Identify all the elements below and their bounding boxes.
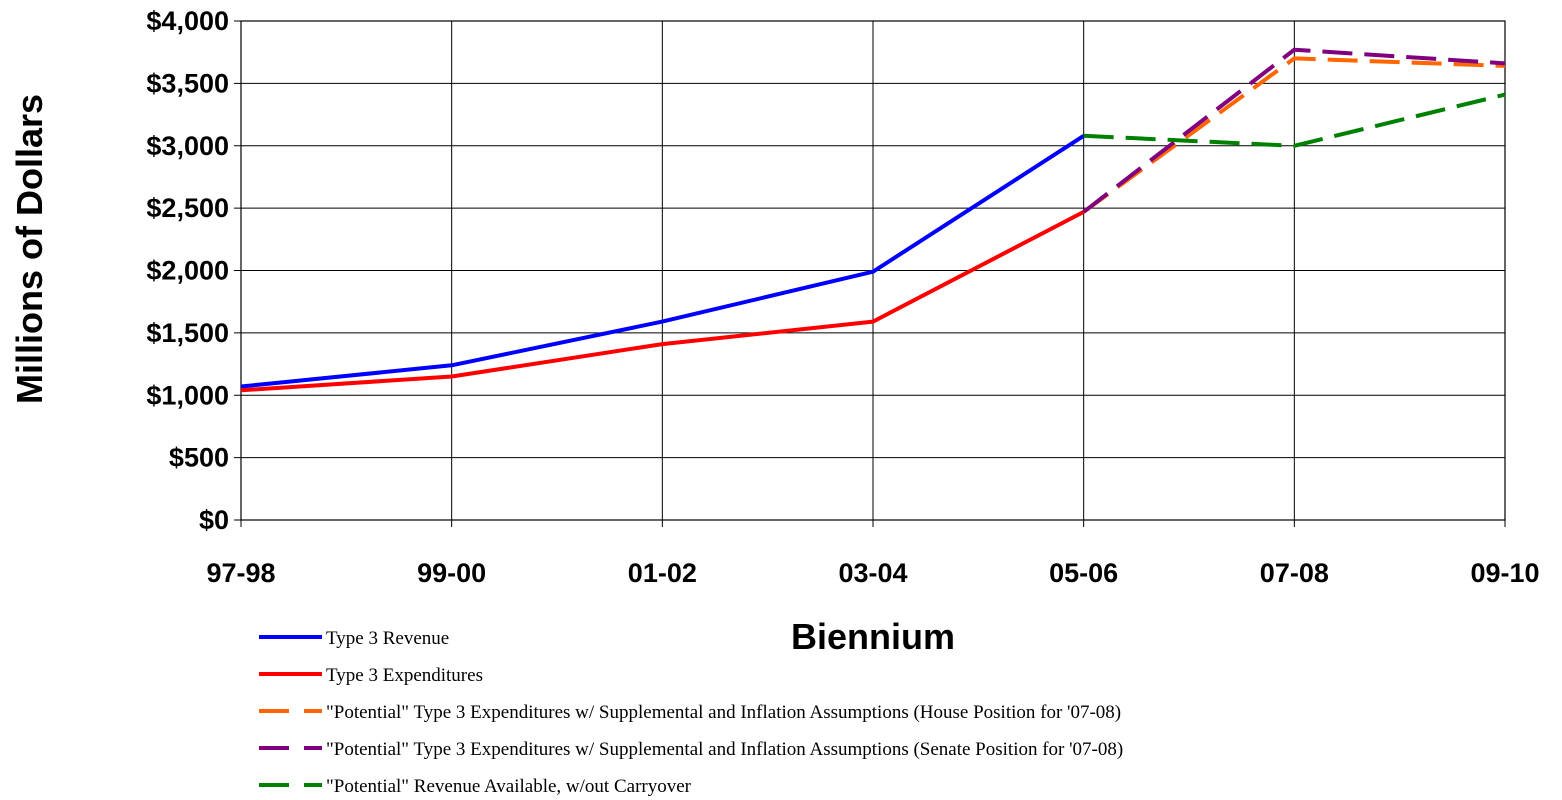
series-line-4 bbox=[1082, 47, 1506, 214]
y-axis-ticks: $0 $500 $1,000 $1,500 $2,000 $2,500 $3,000 $3,5… bbox=[146, 6, 241, 535]
legend-label: Type 3 Revenue bbox=[326, 628, 449, 649]
series-line-3 bbox=[1082, 56, 1506, 214]
y-tick-label: $1,500 bbox=[146, 318, 229, 348]
legend-label: "Potential" Revenue Available, w/out Car… bbox=[326, 776, 692, 797]
x-tick-label: 03-04 bbox=[838, 558, 907, 588]
legend-label: Type 3 Expenditures bbox=[326, 665, 483, 686]
x-tick-label: 97-98 bbox=[206, 558, 275, 588]
y-tick-label: $500 bbox=[169, 443, 229, 473]
series-line-2 bbox=[240, 210, 1085, 393]
series-line-5 bbox=[1083, 92, 1506, 148]
y-tick-label: $3,500 bbox=[146, 68, 229, 98]
y-tick-label: $4,000 bbox=[146, 6, 229, 36]
y-axis-title: Millions of Dollars bbox=[9, 94, 50, 404]
x-tick-label: 09-10 bbox=[1470, 558, 1539, 588]
y-tick-label: $2,500 bbox=[146, 193, 229, 223]
y-tick-label: $3,000 bbox=[146, 131, 229, 161]
x-axis-ticks: 97-98 99-00 01-02 03-04 05-06 07-08 09-10 bbox=[206, 520, 1540, 588]
legend-label: "Potential" Type 3 Expenditures w/ Suppl… bbox=[326, 739, 1123, 760]
x-tick-label: 99-00 bbox=[417, 558, 486, 588]
legend-label: "Potential" Type 3 Expenditures w/ Suppl… bbox=[326, 702, 1121, 723]
series-line-1 bbox=[240, 134, 1085, 389]
x-tick-label: 07-08 bbox=[1260, 558, 1329, 588]
x-tick-label: 01-02 bbox=[628, 558, 697, 588]
series-lines bbox=[240, 47, 1506, 393]
y-tick-label: $1,000 bbox=[146, 380, 229, 410]
y-tick-label: $0 bbox=[199, 505, 229, 535]
y-tick-label: $2,000 bbox=[146, 256, 229, 286]
x-axis-title: Biennium bbox=[791, 616, 955, 657]
x-tick-label: 05-06 bbox=[1049, 558, 1118, 588]
legend: Type 3 Revenue Type 3 Expenditures "Potent… bbox=[259, 628, 1123, 797]
